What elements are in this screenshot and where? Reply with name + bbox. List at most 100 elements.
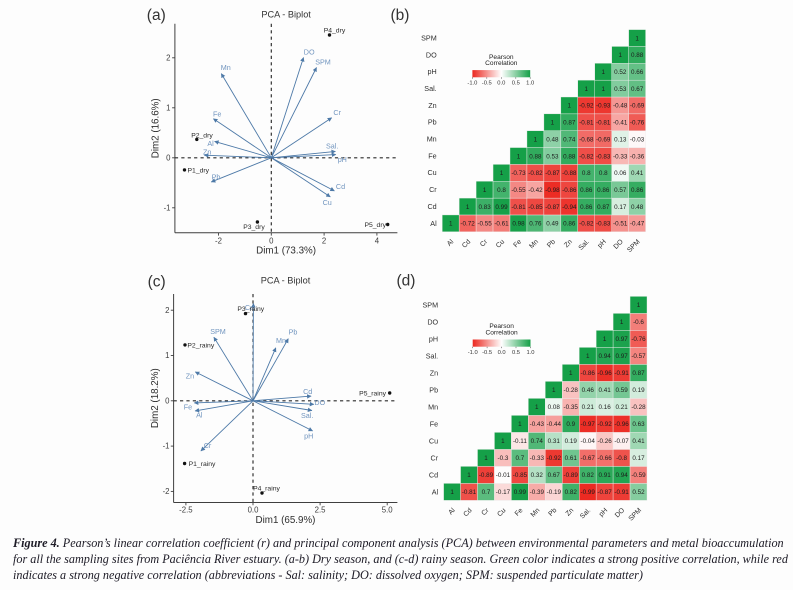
svg-text:P3_rainy: P3_rainy (237, 306, 264, 313)
svg-text:P2_dry: P2_dry (191, 133, 213, 140)
svg-text:0.88: 0.88 (563, 153, 576, 160)
svg-text:Pb: Pb (547, 507, 558, 518)
svg-text:0: 0 (166, 153, 171, 162)
svg-text:Mn: Mn (530, 507, 542, 519)
svg-text:Mn: Mn (276, 336, 286, 345)
svg-text:0.13: 0.13 (614, 136, 627, 143)
svg-text:1: 1 (603, 336, 607, 343)
svg-text:-0.92: -0.92 (597, 421, 612, 428)
svg-text:DO: DO (427, 317, 438, 326)
svg-text:0.74: 0.74 (531, 438, 544, 445)
svg-text:0.7: 0.7 (516, 455, 525, 462)
svg-text:-0.55: -0.55 (511, 187, 526, 194)
svg-text:Cd: Cd (427, 202, 436, 211)
svg-text:Dim1 (73.3%): Dim1 (73.3%) (256, 246, 316, 257)
svg-text:-0.28: -0.28 (564, 387, 579, 394)
svg-text:Al: Al (207, 139, 214, 148)
svg-text:DO: DO (426, 50, 437, 59)
svg-text:Pb: Pb (428, 118, 437, 127)
svg-text:-0.17: -0.17 (496, 489, 511, 496)
svg-text:Al: Al (446, 238, 456, 248)
svg-text:-0.33: -0.33 (530, 455, 545, 462)
svg-text:Fe: Fe (428, 151, 436, 160)
svg-text:-0.33: -0.33 (613, 153, 628, 160)
svg-text:-0.81: -0.81 (462, 489, 477, 496)
svg-text:-0.42: -0.42 (528, 187, 543, 194)
svg-text:-0.3: -0.3 (497, 455, 508, 462)
svg-text:1: 1 (535, 404, 539, 411)
svg-text:0.76: 0.76 (529, 221, 542, 228)
svg-text:-0.36: -0.36 (630, 153, 645, 160)
svg-text:-0.35: -0.35 (564, 404, 579, 411)
svg-text:Zn: Zn (428, 101, 436, 110)
svg-text:0.19: 0.19 (632, 387, 645, 394)
svg-text:-0.67: -0.67 (581, 455, 596, 462)
svg-text:Cu: Cu (495, 238, 506, 249)
svg-text:0.52: 0.52 (632, 489, 645, 496)
svg-text:1: 1 (635, 35, 639, 42)
svg-text:Cu: Cu (245, 303, 254, 312)
svg-text:-0.47: -0.47 (630, 221, 645, 228)
svg-text:P2_rainy: P2_rainy (187, 342, 214, 349)
svg-text:-0.83: -0.83 (596, 221, 611, 228)
svg-text:-0.48: -0.48 (613, 103, 628, 110)
svg-text:Correlation: Correlation (485, 329, 518, 336)
svg-text:Cr: Cr (479, 238, 490, 249)
svg-text:1: 1 (552, 387, 556, 394)
svg-text:Pb: Pb (429, 385, 438, 394)
svg-text:DO: DO (614, 507, 627, 520)
svg-text:-0.59: -0.59 (631, 472, 646, 479)
svg-text:-0.69: -0.69 (596, 136, 611, 143)
svg-text:SPM: SPM (315, 57, 331, 66)
svg-text:0.74: 0.74 (563, 136, 576, 143)
svg-text:Dim2 (18.2%): Dim2 (18.2%) (150, 368, 161, 428)
svg-text:1.0: 1.0 (526, 350, 534, 356)
svg-text:pH: pH (597, 238, 608, 249)
svg-text:PCA - Biplot: PCA - Biplot (261, 10, 311, 20)
svg-text:0.86: 0.86 (563, 221, 576, 228)
svg-text:-0.81: -0.81 (579, 120, 594, 127)
svg-text:Mn: Mn (427, 135, 437, 144)
svg-text:0.86: 0.86 (597, 187, 610, 194)
svg-text:Pearson: Pearson (489, 54, 514, 61)
svg-text:SPM: SPM (210, 327, 226, 336)
svg-text:Zn: Zn (430, 368, 438, 377)
svg-text:0.86: 0.86 (631, 187, 644, 194)
svg-text:0.97: 0.97 (615, 353, 628, 360)
svg-text:-0.91: -0.91 (614, 370, 629, 377)
svg-text:-0.88: -0.88 (562, 170, 577, 177)
svg-text:0.99: 0.99 (514, 489, 527, 496)
svg-text:Sal.: Sal. (301, 411, 313, 420)
svg-text:Sal.: Sal. (426, 351, 438, 360)
svg-text:-0.5: -0.5 (482, 81, 492, 87)
svg-text:0.88: 0.88 (631, 52, 644, 59)
svg-text:Fe: Fe (184, 403, 192, 412)
svg-text:0.17: 0.17 (632, 455, 645, 462)
svg-text:-0.11: -0.11 (513, 438, 527, 445)
svg-text:-0.99: -0.99 (581, 489, 596, 496)
svg-text:P5_rainy: P5_rainy (359, 391, 386, 398)
svg-text:-0.69: -0.69 (630, 103, 645, 110)
svg-text:Pb: Pb (289, 328, 298, 337)
svg-text:P4_rainy: P4_rainy (253, 486, 280, 493)
svg-text:Cr: Cr (333, 108, 341, 117)
svg-text:0.67: 0.67 (548, 472, 561, 479)
svg-text:-0.68: -0.68 (579, 136, 594, 143)
svg-text:Cd: Cd (461, 238, 472, 249)
svg-text:0.0: 0.0 (497, 81, 505, 87)
svg-text:-0.5: -0.5 (482, 350, 492, 356)
svg-text:1: 1 (534, 136, 538, 143)
svg-text:-1.0: -1.0 (468, 350, 478, 356)
svg-text:0.48: 0.48 (631, 204, 644, 211)
svg-text:Cd: Cd (429, 470, 438, 479)
svg-text:0.31: 0.31 (548, 438, 561, 445)
svg-text:-0.89: -0.89 (479, 472, 494, 479)
svg-text:0.59: 0.59 (615, 387, 628, 394)
svg-text:Mn: Mn (428, 402, 438, 411)
svg-text:-0.44: -0.44 (547, 421, 562, 428)
svg-text:P1_rainy: P1_rainy (189, 461, 216, 468)
svg-text:0: 0 (269, 237, 274, 246)
svg-text:-0.55: -0.55 (477, 221, 492, 228)
svg-text:-0.57: -0.57 (631, 353, 646, 360)
svg-text:1: 1 (166, 103, 170, 112)
